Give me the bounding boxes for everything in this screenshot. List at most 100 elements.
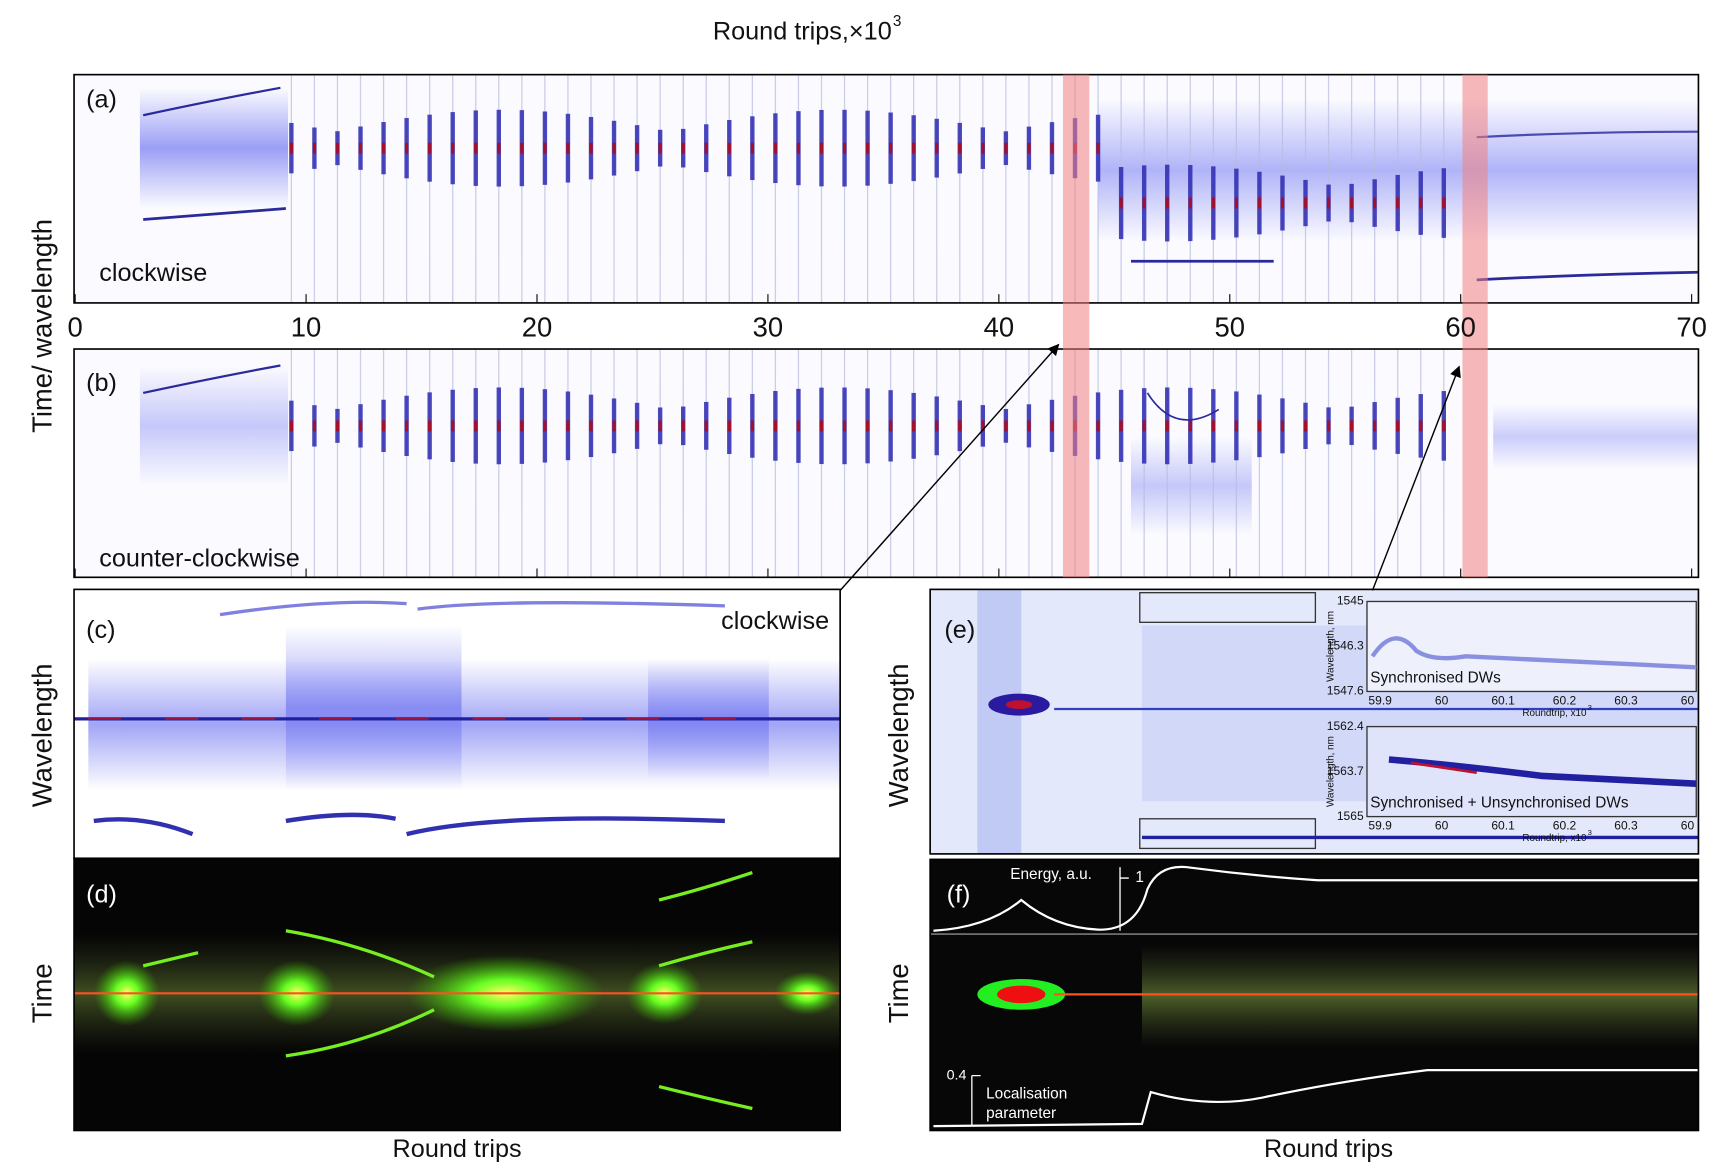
pulse-core	[1188, 197, 1192, 209]
pulse-core	[612, 142, 616, 154]
pulse-core	[451, 420, 455, 432]
curve	[93, 812, 725, 837]
pulse-core	[1280, 197, 1285, 209]
band	[139, 87, 289, 209]
band	[1141, 943, 1699, 1049]
panel-label: (d)	[86, 880, 117, 908]
pulse-core	[981, 142, 985, 154]
x-ticks: 0 10 20 30 40 50 60 70	[68, 294, 1707, 578]
band	[1493, 403, 1699, 470]
pulse-core	[1211, 420, 1215, 432]
pulse-core	[865, 142, 870, 154]
x-axis-label: Round trips	[1264, 1135, 1393, 1163]
pulse-core	[773, 420, 778, 432]
inset-caption: Synchronised + Unsynchronised DWs	[1370, 794, 1629, 811]
inset-x-tick: 60	[1435, 819, 1449, 833]
pulse-core	[451, 142, 455, 154]
x-axis-label: Round trips	[393, 1135, 522, 1163]
pulse-core	[566, 142, 570, 154]
pulse-core	[1050, 142, 1054, 154]
pulse-core	[1165, 197, 1169, 209]
loc-tick: 0.4	[947, 1067, 967, 1083]
pulse-core	[1349, 420, 1354, 432]
inset-y-label: Wavelength, nm	[1325, 736, 1336, 807]
energy-curve	[933, 865, 1699, 932]
pulse-core	[1096, 142, 1100, 154]
pulse-core	[1442, 197, 1446, 209]
spectrogram	[74, 589, 841, 859]
pulse-core	[865, 420, 870, 432]
inset-x-tick: 60.3	[1614, 694, 1638, 708]
inset-x-sup: 3	[1588, 703, 1592, 712]
panel-note: counter-clockwise	[99, 544, 300, 572]
curve	[1476, 130, 1699, 139]
loc-label: Localisation	[986, 1085, 1067, 1102]
spectrogram	[74, 74, 1699, 303]
pulse-core	[1004, 420, 1008, 432]
pulse-core	[566, 420, 570, 432]
pulse-core	[704, 420, 708, 432]
curve	[1146, 392, 1220, 421]
pulse-core	[1096, 420, 1100, 432]
y-axis-label: Wavelength	[883, 663, 914, 807]
arrow	[839, 343, 1060, 591]
highlight-band	[1462, 74, 1488, 578]
pulse-core	[1326, 420, 1331, 432]
inset-y-tick: 1545	[1337, 594, 1364, 608]
loc-curve	[933, 1069, 1699, 1128]
curve	[142, 364, 281, 395]
panel-b-frame	[73, 348, 1700, 579]
axis-mark	[971, 867, 1129, 1125]
spectrogram	[74, 858, 841, 1131]
pulse-core	[727, 142, 731, 154]
pulse-core	[1142, 197, 1146, 209]
curve	[219, 600, 725, 617]
pulse-core	[796, 420, 801, 432]
inset-x-sup: 3	[1588, 828, 1592, 837]
pulse-core	[658, 142, 662, 154]
highlight-band	[1062, 74, 1090, 578]
x-tick-label: 20	[522, 312, 553, 343]
pulse-core	[474, 420, 478, 432]
pulse-core	[842, 420, 847, 432]
pulse-core	[842, 142, 847, 154]
panel-note: clockwise	[721, 607, 829, 635]
pulse-core	[358, 420, 363, 432]
pulse-core	[773, 142, 778, 154]
inset-x-label: Roundtrip, x10	[1522, 708, 1587, 719]
pulse-core	[497, 420, 501, 432]
inset-x-label: Roundtrip, x10	[1522, 833, 1587, 844]
energy-tick: 1	[1135, 869, 1144, 886]
figure-title: Round trips,×10	[713, 18, 892, 46]
spectrogram	[74, 349, 1699, 578]
x-tick-label: 0	[68, 312, 83, 343]
inset-y-tick: 1562.4	[1327, 719, 1364, 733]
inset-x-tick: 60	[1681, 819, 1695, 833]
pulse-core	[1442, 420, 1446, 432]
pulse-core	[589, 142, 593, 154]
pulse-core	[935, 420, 939, 432]
pulse-core	[335, 142, 340, 154]
inset-x-tick: 60.2	[1553, 819, 1577, 833]
pulse-core	[1119, 420, 1123, 432]
pulse-core	[888, 420, 893, 432]
y-axis-label: Time/ wavelength	[27, 219, 58, 433]
pulse-core	[543, 420, 547, 432]
pulse-core	[1234, 197, 1239, 209]
panel-f-frame	[929, 858, 1700, 1132]
pulse-core	[935, 142, 939, 154]
pulse-core	[750, 420, 754, 432]
curve	[1476, 270, 1699, 282]
inset-caption: Synchronised DWs	[1370, 669, 1501, 686]
inset-x-tick: 59.9	[1368, 819, 1392, 833]
pulse-core	[704, 142, 708, 154]
inset-y-tick: 1546.3	[1327, 639, 1364, 653]
inset-marker	[1139, 592, 1317, 623]
pulse-core	[1326, 197, 1331, 209]
title-superscript: 3	[893, 13, 902, 30]
pulse-core	[428, 142, 432, 154]
pulse-core	[312, 142, 317, 154]
pulse-core	[381, 142, 386, 154]
pulse-core	[888, 142, 893, 154]
